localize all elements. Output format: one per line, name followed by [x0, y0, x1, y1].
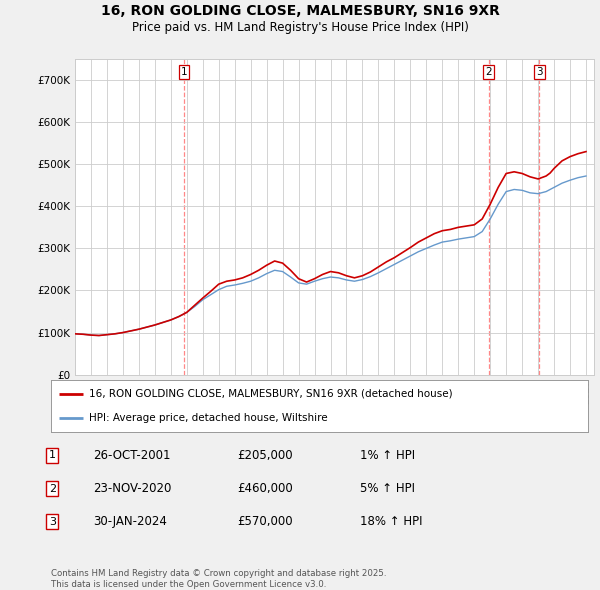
Text: 23-NOV-2020: 23-NOV-2020 [93, 482, 172, 495]
Text: £570,000: £570,000 [237, 515, 293, 528]
Text: 26-OCT-2001: 26-OCT-2001 [93, 449, 170, 462]
Text: 1: 1 [49, 451, 56, 460]
Text: 18% ↑ HPI: 18% ↑ HPI [360, 515, 422, 528]
Text: Price paid vs. HM Land Registry's House Price Index (HPI): Price paid vs. HM Land Registry's House … [131, 21, 469, 34]
Text: 1: 1 [181, 67, 187, 77]
Text: £205,000: £205,000 [237, 449, 293, 462]
Text: HPI: Average price, detached house, Wiltshire: HPI: Average price, detached house, Wilt… [89, 413, 327, 423]
Text: 3: 3 [536, 67, 542, 77]
Text: Contains HM Land Registry data © Crown copyright and database right 2025.
This d: Contains HM Land Registry data © Crown c… [51, 569, 386, 589]
Text: 2: 2 [49, 484, 56, 493]
Text: 5% ↑ HPI: 5% ↑ HPI [360, 482, 415, 495]
Text: 3: 3 [49, 517, 56, 526]
Text: £460,000: £460,000 [237, 482, 293, 495]
Text: 30-JAN-2024: 30-JAN-2024 [93, 515, 167, 528]
Text: 2: 2 [485, 67, 492, 77]
Text: 1% ↑ HPI: 1% ↑ HPI [360, 449, 415, 462]
Text: 16, RON GOLDING CLOSE, MALMESBURY, SN16 9XR (detached house): 16, RON GOLDING CLOSE, MALMESBURY, SN16 … [89, 389, 452, 399]
Text: 16, RON GOLDING CLOSE, MALMESBURY, SN16 9XR: 16, RON GOLDING CLOSE, MALMESBURY, SN16 … [101, 4, 499, 18]
